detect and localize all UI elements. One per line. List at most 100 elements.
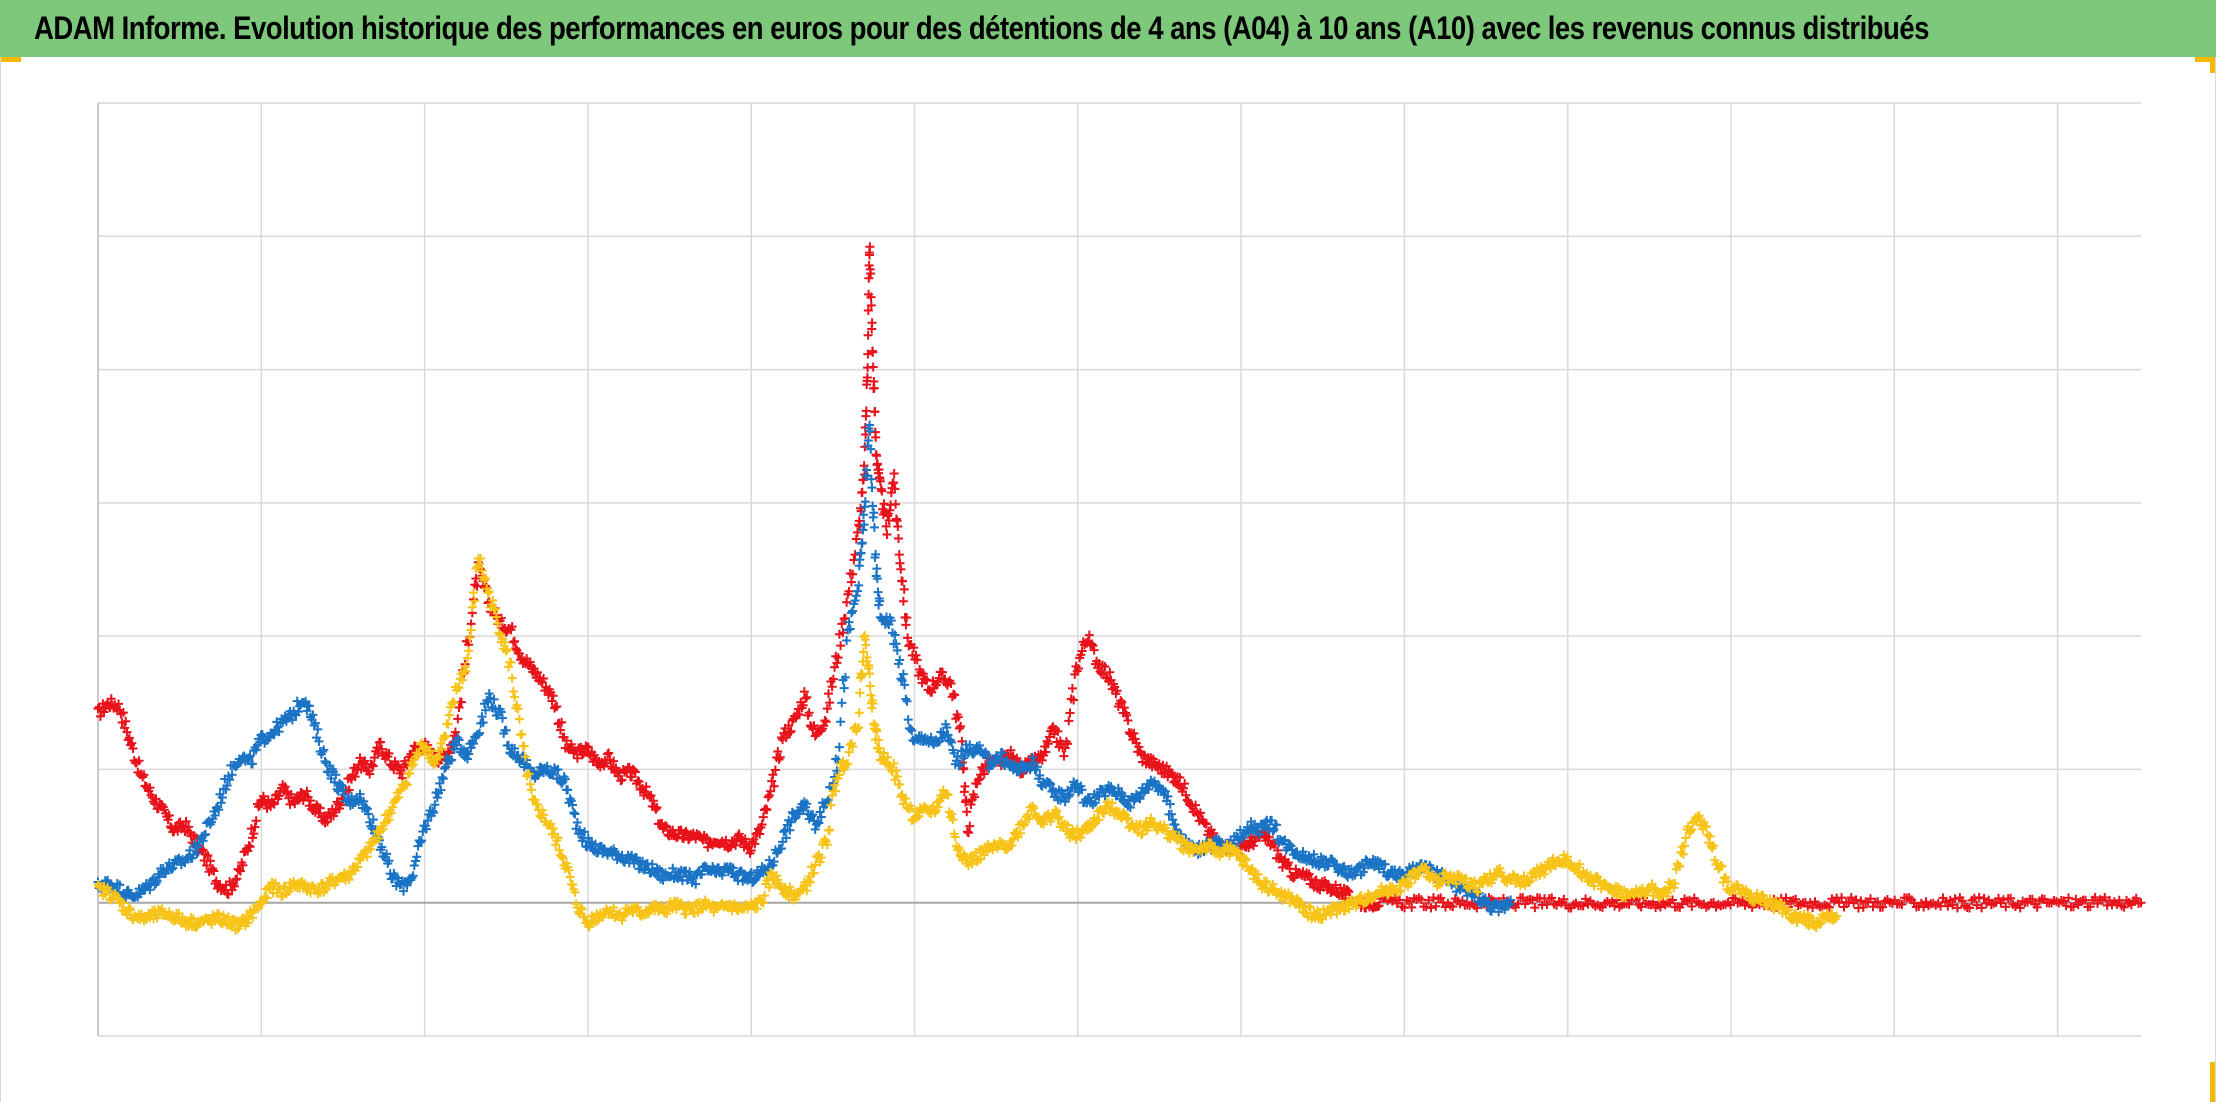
data-point [462,754,472,764]
data-point [1122,814,1132,824]
data-point [734,829,744,839]
data-point [1315,860,1325,870]
data-point [1105,667,1115,677]
data-point [1469,876,1479,886]
data-point [248,833,258,843]
data-point [361,802,371,812]
data-point [264,882,274,892]
data-point [827,682,837,692]
data-point [1344,887,1354,897]
data-point [388,802,398,812]
data-point [1331,880,1341,890]
data-point [336,800,346,810]
data-point [691,879,701,889]
data-point [359,757,369,767]
data-point [973,775,983,785]
data-point [202,861,212,871]
data-point [324,881,334,891]
data-point [1015,828,1025,838]
data-point [214,805,224,815]
data-point [350,772,360,782]
data-point [367,760,377,770]
data-point [1311,875,1321,885]
data-point [570,887,580,897]
data-point [954,761,964,771]
data-point [1952,903,1962,913]
data-point [651,899,661,909]
data-point [500,637,510,647]
data-point [1717,861,1727,871]
data-point [1035,770,1045,780]
data-point [604,748,614,758]
data-point [438,774,448,784]
data-point [1090,798,1100,808]
data-point [464,646,474,656]
data-point [454,735,464,745]
data-point [337,780,347,790]
data-point [314,736,324,746]
data-point [810,824,820,834]
data-point [1130,734,1140,744]
data-point [493,618,503,628]
data-point [799,687,809,697]
data-point [2006,893,2016,903]
data-point [729,899,739,909]
data-point [882,529,892,539]
data-point [1405,878,1415,888]
data-point [494,628,504,638]
data-point [1244,843,1254,853]
data-point [1112,686,1122,696]
data-point [857,538,867,548]
data-point [569,808,579,818]
data-point [1631,895,1641,905]
data-point [1473,887,1483,897]
data-point [1725,900,1735,910]
data-point [432,793,442,803]
data-point [1253,869,1263,879]
data-point [589,750,599,760]
data-point [895,655,905,665]
data-point [561,736,571,746]
data-point [702,833,712,843]
data-point [1805,898,1815,908]
series-1 [93,420,1516,917]
data-point [437,772,447,782]
data-point [203,851,213,861]
data-point [988,845,998,855]
data-point [947,809,957,819]
data-point [1298,847,1308,857]
data-point [872,451,882,461]
data-point [262,893,272,903]
data-point [802,886,812,896]
data-point [223,912,233,922]
data-point [1163,791,1173,801]
data-point [1943,901,1953,911]
data-point [825,825,835,835]
data-point [363,809,373,819]
data-point [269,799,279,809]
data-point [365,769,375,779]
data-point [1304,869,1314,879]
data-point [1175,772,1185,782]
data-point [673,832,683,842]
data-point [2032,902,2042,912]
title-bar: ADAM Informe. Evolution historique des p… [0,0,2216,57]
data-point [478,718,488,728]
data-point [1038,819,1048,829]
data-point [1548,853,1558,863]
data-point [1100,791,1110,801]
data-point [524,769,534,779]
data-point [1677,899,1687,909]
data-point [866,474,876,484]
data-point [1451,879,1461,889]
data-point [496,613,506,623]
data-point [504,662,514,672]
data-point [772,871,782,881]
data-point [408,759,418,769]
data-point [808,810,818,820]
data-point [960,781,970,791]
data-point [831,786,841,796]
data-point [333,786,343,796]
data-point [106,694,116,704]
data-point [1116,696,1126,706]
